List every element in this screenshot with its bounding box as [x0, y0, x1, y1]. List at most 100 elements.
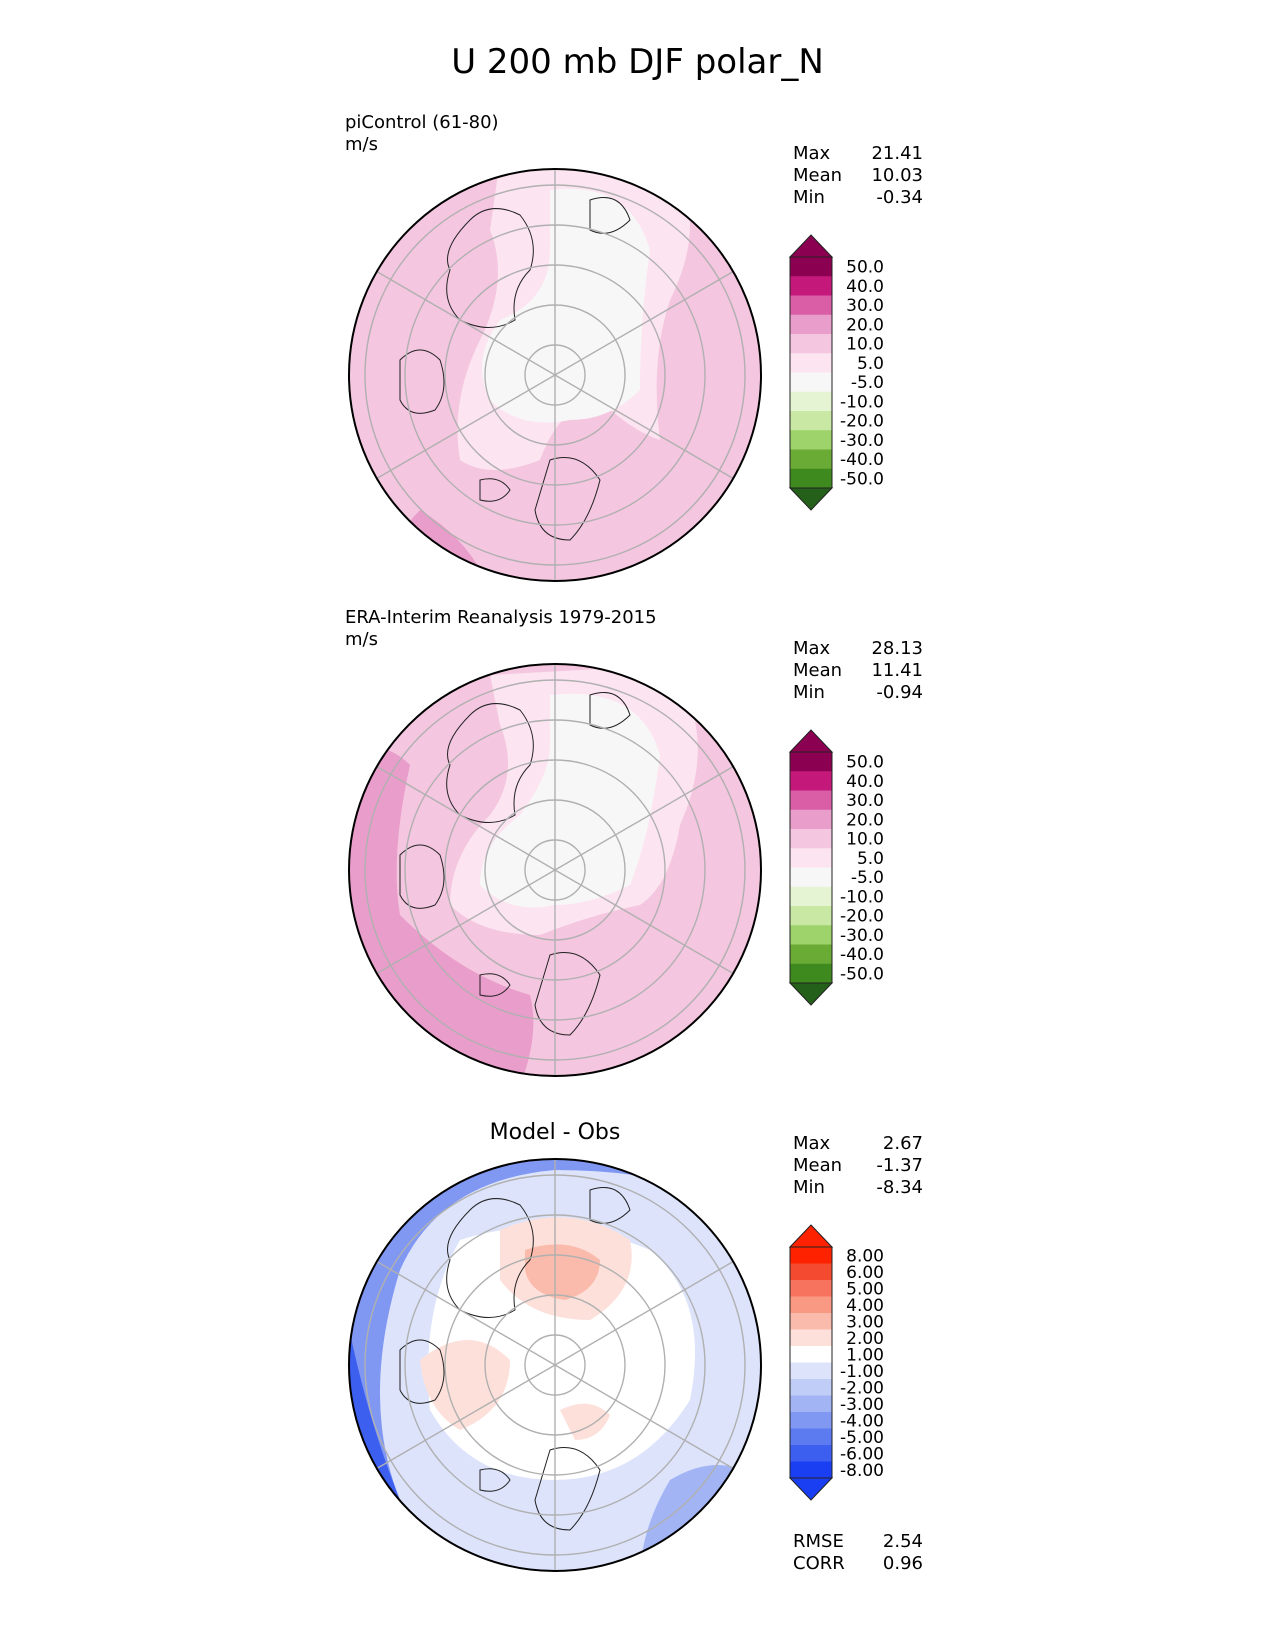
panel3-colorbar-extend-top — [788, 1224, 834, 1248]
panel1-colorbar-tick-label: 20.0 — [846, 315, 884, 335]
panel2-units: m/s — [345, 629, 378, 650]
panel1-colorbar-tick-label: -50.0 — [840, 469, 884, 489]
panel2-title: ERA-Interim Reanalysis 1979-2015 — [345, 607, 657, 628]
panel1-colorbar-tick-label: 30.0 — [846, 296, 884, 316]
panel2-graticule — [364, 664, 746, 1076]
panel2-colorbar-tick-label: -10.0 — [840, 887, 884, 907]
panel3-colorbar-tick-label: 1.00 — [846, 1345, 884, 1365]
corr-value: 0.96 — [882, 1553, 923, 1574]
panel3-colorbar-bin — [790, 1412, 832, 1429]
panel3-map-border — [348, 1158, 762, 1572]
panel3-colorbar-tick-label: -3.00 — [840, 1395, 884, 1415]
panel2-colorbar-bin — [790, 829, 832, 849]
panel3-colorbar-tick-label: 8.00 — [846, 1246, 884, 1266]
panel3-coastlines — [399, 1187, 631, 1531]
panel3-colorbar-outline — [789, 1246, 833, 1479]
panel3-colorbar-bin — [790, 1461, 832, 1479]
panel1-colorbar-extend-bottom — [788, 487, 834, 511]
panel1-units: m/s — [345, 134, 378, 155]
panel3-colorbar-bin — [790, 1313, 832, 1330]
panel2-colorbar-tick-label: -50.0 — [840, 964, 884, 984]
panel2-colorbar-tick-label: 5.0 — [857, 849, 884, 869]
panel2-colorbar-tick-label: -20.0 — [840, 907, 884, 927]
panel1-colorbar-bin — [790, 411, 832, 431]
panel2-colorbar-bin — [790, 790, 832, 811]
panel2-colorbar-bin — [790, 848, 832, 868]
panel2-min-value: -0.94 — [876, 682, 923, 703]
panel3-colorbar-bin — [790, 1346, 832, 1363]
panel2-min-label: Min — [793, 682, 825, 703]
panel3-max-label: Max — [793, 1133, 831, 1154]
panel1-colorbar-bin — [790, 334, 832, 354]
panel3-neutral-region — [428, 1227, 695, 1480]
panel3-colorbar-bin — [790, 1329, 832, 1347]
panel3-min-value: -8.34 — [876, 1177, 923, 1198]
panel3-colorbar-bin — [790, 1428, 832, 1446]
panel1-colorbar: 50.040.030.020.010.05.0-5.0-10.0-20.0-30… — [788, 234, 884, 511]
corr-label: CORR — [793, 1553, 845, 1574]
panel3-colorbar-tick-label: 5.00 — [846, 1279, 884, 1299]
panel2-max-label: Max — [793, 638, 831, 659]
panel3-colorbar-tick-label: 4.00 — [846, 1296, 884, 1316]
panel1-colorbar-bin — [790, 430, 832, 450]
panel2-colorbar-tick-label: 30.0 — [846, 791, 884, 811]
panel2-colorbar-bin — [790, 906, 832, 926]
panel1-stats: Max 21.41 Mean 10.03 Min -0.34 — [793, 143, 923, 209]
panel3-title: Model - Obs — [489, 1120, 621, 1145]
panel3-colorbar-tick-label: 3.00 — [846, 1312, 884, 1332]
panel3-colorbar-tick-label: 2.00 — [846, 1329, 884, 1349]
panel1-colorbar-bin — [790, 257, 832, 277]
figure-title: U 200 mb DJF polar_N — [451, 42, 824, 82]
panel1-polar-map — [348, 168, 762, 582]
panel3-colorbar-bin — [790, 1280, 832, 1297]
panel1-max-value: 21.41 — [871, 143, 923, 164]
panel3-colorbar-tick-label: -1.00 — [840, 1362, 884, 1382]
panel1-graticule — [364, 169, 746, 581]
panel3-colorbar-tick-label: -2.00 — [840, 1378, 884, 1398]
panel2-colorbar: 50.040.030.020.010.05.0-5.0-10.0-20.0-30… — [788, 729, 884, 1006]
panel2-colorbar-bin — [790, 963, 832, 984]
panel2-map-border — [348, 663, 762, 1077]
panel1-colorbar-extend-top — [788, 234, 834, 258]
panel1-title: piControl (61-80) — [345, 112, 499, 133]
panel1-colorbar-bin — [790, 295, 832, 316]
panel3-colorbar-tick-label: -6.00 — [840, 1444, 884, 1464]
panel2-colorbar-bin — [790, 867, 832, 888]
panel3-max-value: 2.67 — [882, 1133, 923, 1154]
panel2-calm-region — [480, 693, 660, 908]
panel2-colorbar-bin — [790, 886, 832, 907]
panel2-colorbar-tick-label: -40.0 — [840, 945, 884, 965]
panel3-colorbar-bin — [790, 1379, 832, 1396]
panel2-colorbar-tick-label: 20.0 — [846, 810, 884, 830]
panel2-colorbar-extend-bottom — [788, 982, 834, 1006]
panel1-header: piControl (61-80) m/s — [345, 112, 499, 156]
panel2-coastlines — [399, 692, 631, 1036]
rmse-value: 2.54 — [882, 1531, 923, 1552]
panel2-colorbar-extend-top — [788, 729, 834, 753]
panel1-min-value: -0.34 — [876, 187, 923, 208]
panel2-colorbar-tick-label: 10.0 — [846, 830, 884, 850]
panel2-colorbar-bin — [790, 752, 832, 772]
panel1-coastlines — [399, 197, 631, 541]
panel1-colorbar-bin — [790, 468, 832, 489]
panel1-colorbar-tick-label: -40.0 — [840, 450, 884, 470]
panel2-colorbar-bin — [790, 771, 832, 791]
panel2-stats: Max 28.13 Mean 11.41 Min -0.94 — [793, 638, 923, 704]
panel2-colorbar-bin — [790, 809, 832, 830]
panel1-min-label: Min — [793, 187, 825, 208]
panel1-colorbar-tick-label: -5.0 — [851, 373, 884, 393]
panel1-max-label: Max — [793, 143, 831, 164]
panel3-colorbar-extend-bottom — [788, 1477, 834, 1501]
panel1-map-border — [348, 168, 762, 582]
panel3-warm-region-west — [420, 1340, 510, 1430]
panel2-colorbar-tick-label: 50.0 — [846, 753, 884, 773]
panel1-colorbar-tick-label: 40.0 — [846, 277, 884, 297]
panel1-colorbar-bin — [790, 372, 832, 393]
panel3-colorbar-bin — [790, 1395, 832, 1413]
panel1-colorbar-tick-label: 5.0 — [857, 354, 884, 374]
panel3-colorbar-bin — [790, 1247, 832, 1264]
panel3-colorbar-tick-label: -4.00 — [840, 1411, 884, 1431]
panel3-min-label: Min — [793, 1177, 825, 1198]
panel2-header: ERA-Interim Reanalysis 1979-2015 m/s — [345, 607, 657, 651]
panel3-colorbar-tick-label: 6.00 — [846, 1263, 884, 1283]
